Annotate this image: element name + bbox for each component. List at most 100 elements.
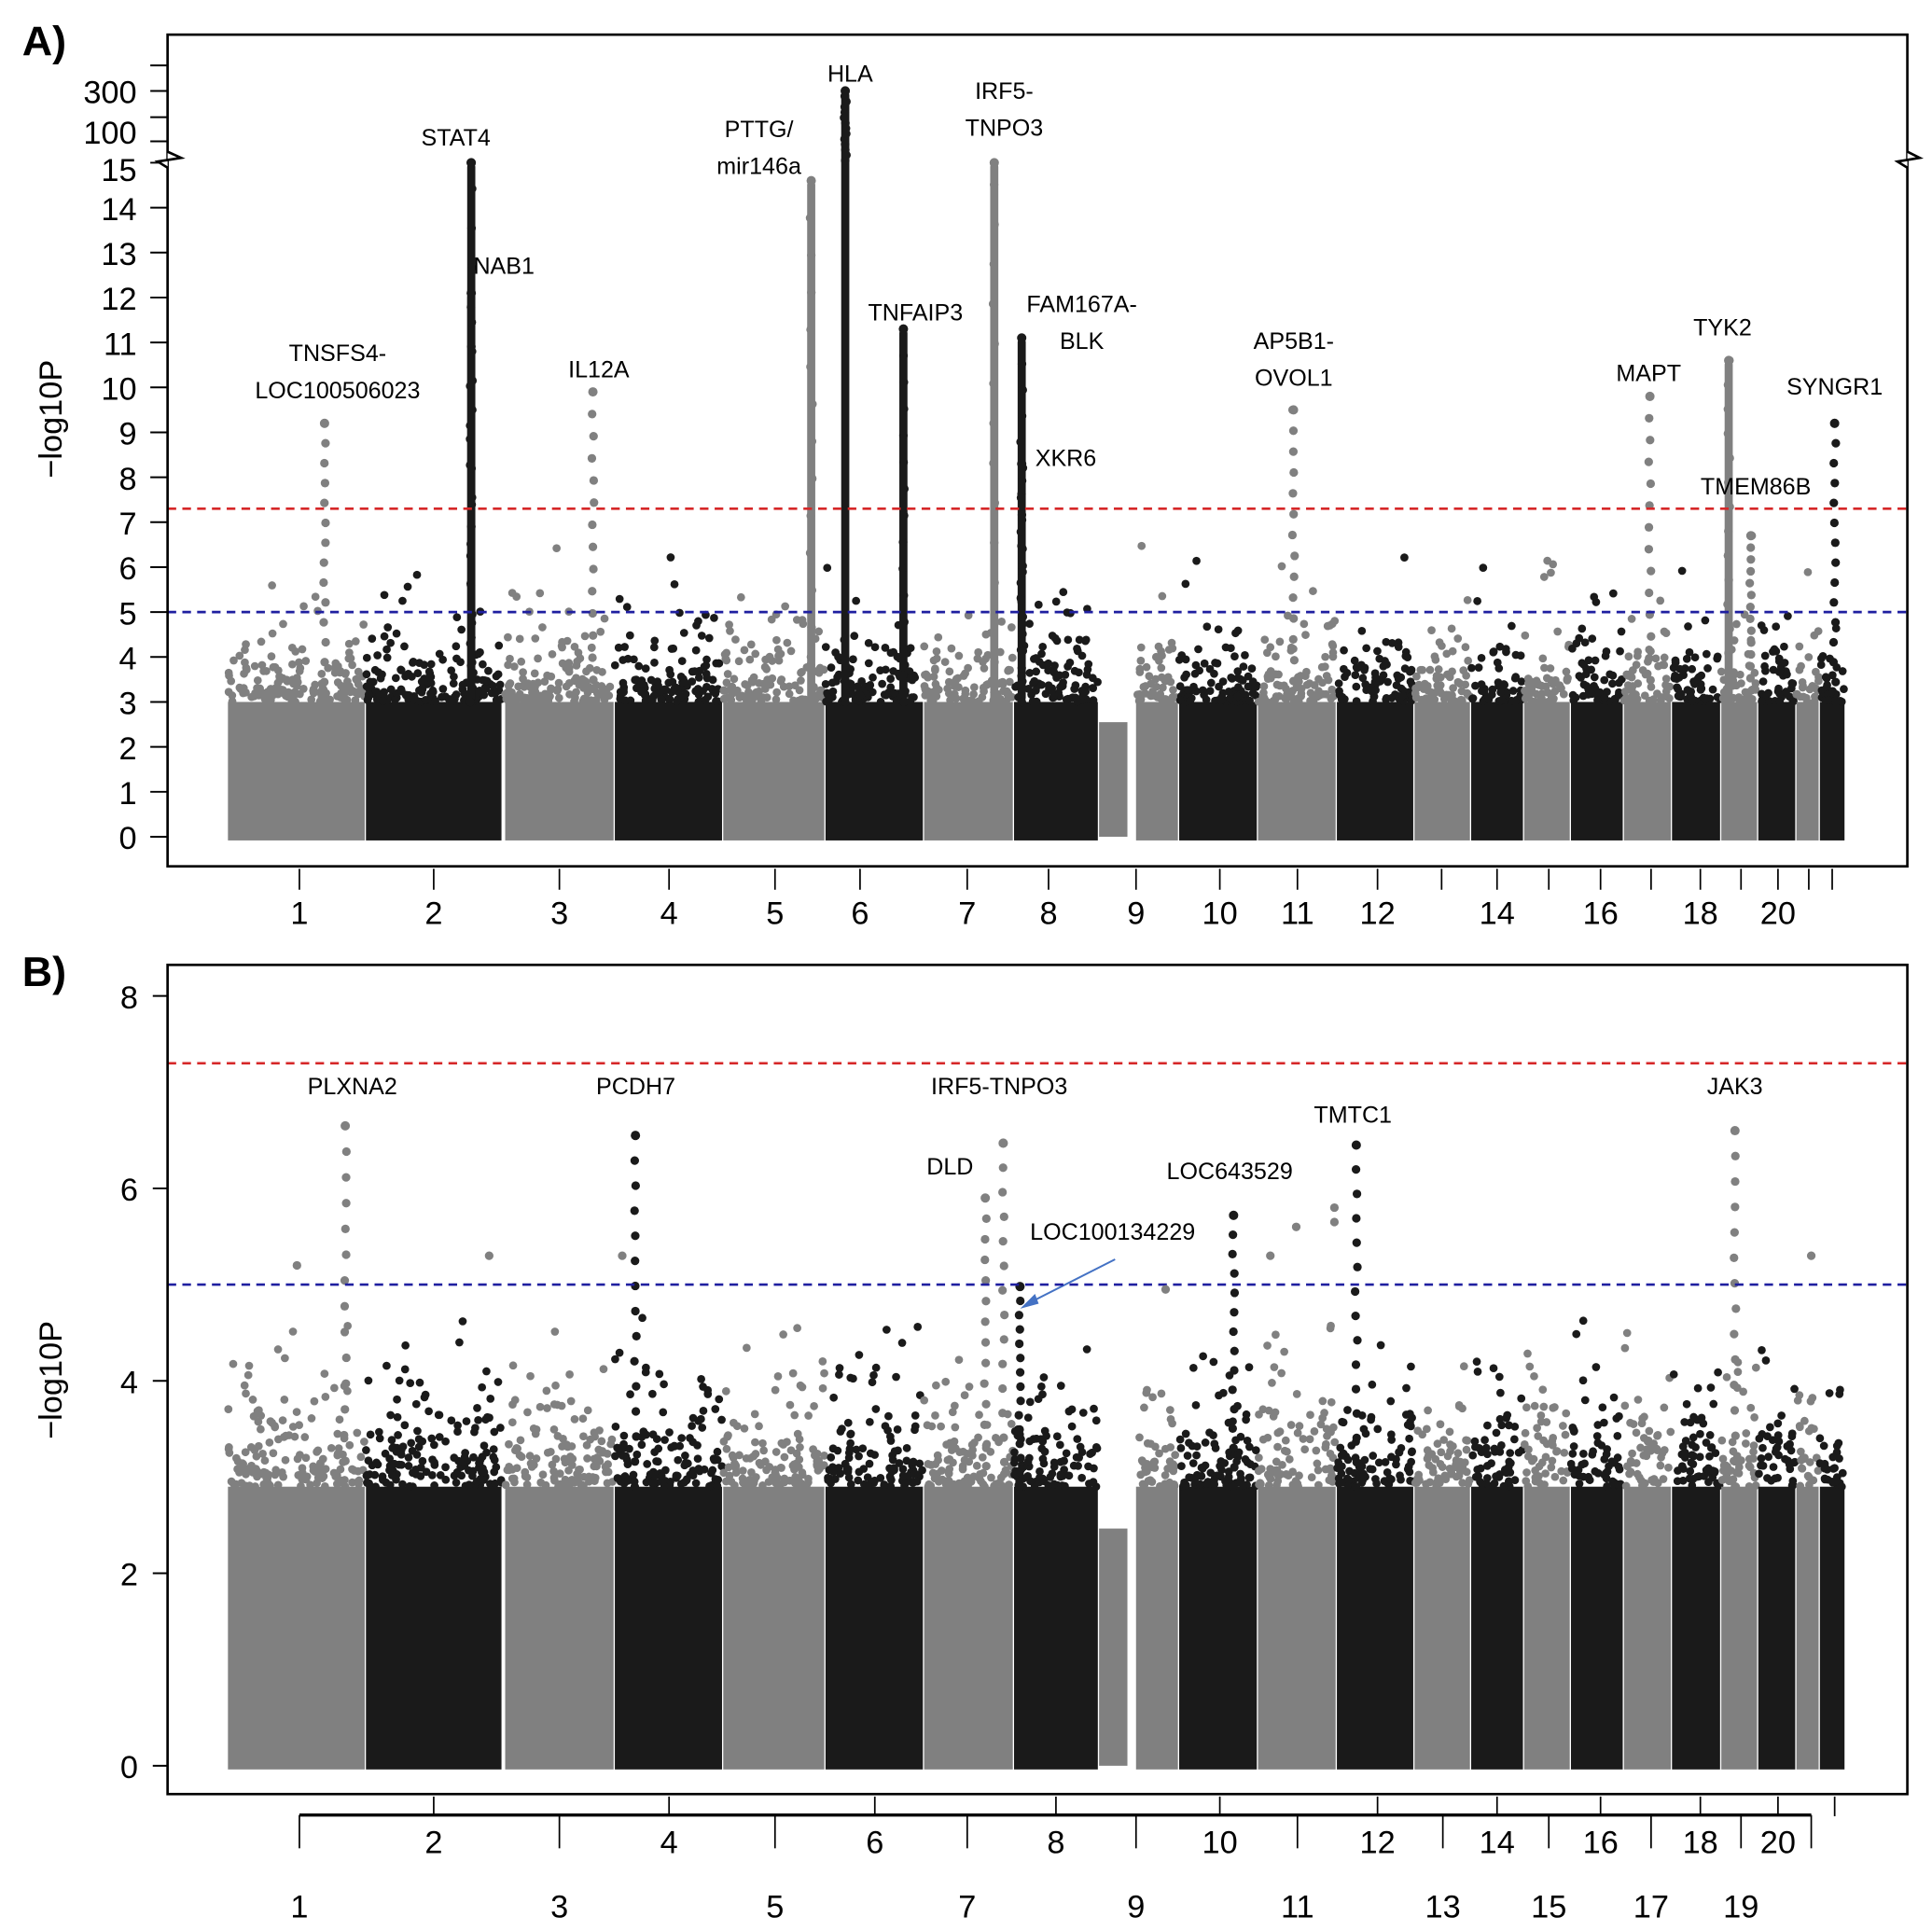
data-point bbox=[1373, 1424, 1383, 1434]
data-point bbox=[1638, 1480, 1647, 1490]
data-point bbox=[563, 636, 572, 646]
data-point bbox=[795, 1435, 804, 1444]
x-tick-label-odd: 1 bbox=[290, 1889, 308, 1924]
data-point bbox=[1780, 659, 1789, 667]
data-point bbox=[1633, 1469, 1642, 1479]
data-point bbox=[931, 666, 939, 674]
data-point bbox=[1301, 631, 1310, 639]
peak-gene-label: XKR6 bbox=[1035, 445, 1097, 471]
data-point bbox=[1479, 563, 1488, 572]
data-point bbox=[508, 1361, 518, 1370]
chromosome-block bbox=[1623, 1486, 1671, 1770]
data-point bbox=[619, 683, 629, 692]
peak-point bbox=[632, 1382, 641, 1391]
data-point bbox=[1197, 1472, 1206, 1480]
data-point bbox=[1313, 1466, 1323, 1475]
data-point bbox=[620, 643, 629, 651]
peak-point bbox=[1289, 509, 1299, 519]
data-point bbox=[1683, 686, 1692, 694]
data-point bbox=[1397, 1443, 1406, 1452]
data-point bbox=[1750, 1413, 1758, 1422]
x-tick-label: 2 bbox=[424, 896, 442, 932]
peak-point bbox=[998, 1409, 1008, 1418]
data-point bbox=[764, 1478, 773, 1486]
data-point bbox=[1217, 1466, 1226, 1475]
chromosome-block bbox=[1178, 1486, 1258, 1770]
data-point bbox=[495, 680, 505, 689]
data-point bbox=[441, 1463, 450, 1472]
chromosome-block bbox=[1099, 1528, 1128, 1766]
data-point bbox=[1299, 1435, 1308, 1443]
peak-point bbox=[1230, 1346, 1239, 1355]
peak-point bbox=[1723, 697, 1732, 707]
data-point bbox=[1773, 1473, 1782, 1482]
data-point bbox=[311, 680, 320, 689]
peak-point bbox=[1746, 590, 1756, 600]
data-point bbox=[1627, 692, 1636, 702]
data-point bbox=[1181, 1429, 1190, 1438]
peak-point bbox=[341, 1250, 351, 1259]
data-point bbox=[722, 648, 731, 658]
data-point bbox=[1244, 672, 1253, 681]
data-point bbox=[400, 1365, 410, 1374]
data-point bbox=[1292, 1390, 1301, 1398]
peak-point bbox=[340, 1276, 350, 1285]
data-point bbox=[1736, 670, 1744, 679]
data-point bbox=[1157, 663, 1166, 673]
data-point bbox=[522, 679, 532, 688]
data-point bbox=[1061, 671, 1070, 679]
y-tick-label: 12 bbox=[101, 282, 136, 317]
data-point bbox=[871, 1363, 881, 1372]
chromosome-block bbox=[1571, 1486, 1623, 1770]
data-point bbox=[438, 655, 447, 664]
data-point bbox=[958, 1465, 967, 1474]
data-point bbox=[1562, 1409, 1571, 1418]
chromosome-block bbox=[1623, 702, 1671, 840]
data-point bbox=[1613, 1480, 1622, 1489]
data-point bbox=[231, 1480, 241, 1489]
data-point bbox=[1543, 697, 1552, 706]
data-point bbox=[1688, 1451, 1697, 1460]
data-point bbox=[1137, 541, 1147, 550]
peak-point bbox=[1015, 1368, 1025, 1377]
data-point bbox=[1161, 1285, 1171, 1294]
data-point bbox=[1244, 1363, 1254, 1371]
data-point bbox=[441, 1475, 451, 1484]
data-point bbox=[364, 1376, 373, 1385]
data-point bbox=[668, 677, 677, 687]
data-point bbox=[1828, 1465, 1838, 1473]
data-point bbox=[1477, 653, 1486, 662]
data-point bbox=[871, 1405, 881, 1413]
data-point bbox=[1578, 1376, 1588, 1385]
data-point bbox=[1644, 1436, 1653, 1445]
data-point bbox=[634, 661, 644, 671]
data-point bbox=[1350, 1468, 1359, 1478]
data-point bbox=[661, 1466, 670, 1475]
data-point bbox=[1473, 1368, 1482, 1376]
data-point bbox=[1310, 681, 1319, 689]
data-point bbox=[762, 693, 771, 702]
peak-point bbox=[1745, 674, 1756, 683]
data-point bbox=[1448, 667, 1456, 676]
data-point bbox=[1804, 653, 1814, 661]
data-point bbox=[1682, 654, 1691, 663]
data-point bbox=[1007, 623, 1016, 632]
chromosome-block bbox=[366, 702, 502, 840]
data-point bbox=[1739, 1387, 1748, 1396]
peak-point bbox=[1015, 1439, 1024, 1449]
data-point bbox=[1244, 1473, 1254, 1482]
data-point bbox=[310, 1396, 319, 1406]
data-point bbox=[929, 656, 938, 665]
data-point bbox=[235, 651, 244, 660]
plot-frame bbox=[166, 33, 1909, 868]
data-point bbox=[1215, 682, 1223, 691]
data-point bbox=[271, 1423, 280, 1432]
data-point bbox=[1400, 664, 1410, 673]
data-point bbox=[827, 1452, 836, 1462]
data-point bbox=[1089, 1478, 1098, 1486]
data-point bbox=[1368, 687, 1376, 696]
data-point bbox=[666, 553, 675, 562]
data-point bbox=[1633, 1396, 1643, 1404]
peak-point bbox=[1289, 697, 1299, 707]
data-point bbox=[292, 1260, 301, 1271]
